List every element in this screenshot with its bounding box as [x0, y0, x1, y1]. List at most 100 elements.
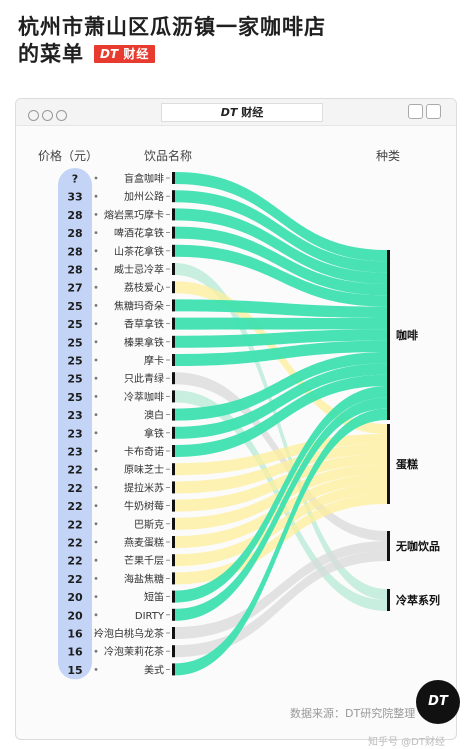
- flow-link: [175, 299, 387, 318]
- drink-name-label: 摩卡: [144, 354, 164, 367]
- flow-link: [175, 408, 387, 676]
- flow-link: [175, 454, 387, 512]
- flow-link: [175, 226, 387, 296]
- row-dot: [94, 413, 98, 416]
- row-dot: [94, 595, 98, 598]
- row-dot: [94, 213, 98, 216]
- price-label: 22: [67, 555, 82, 568]
- drink-node-bar: [172, 190, 175, 203]
- drink-name-label: 提拉米苏: [124, 481, 164, 494]
- drink-name-label: 美式: [144, 663, 164, 676]
- price-label: 22: [67, 464, 82, 477]
- drink-name-label: 荔枝爱心: [124, 281, 164, 294]
- flow-link: [175, 172, 387, 262]
- flow-link: [175, 484, 387, 567]
- flow-link: [175, 208, 387, 284]
- row-dot: [94, 668, 98, 671]
- window-dot-icon[interactable]: [42, 110, 53, 121]
- drink-name-label: 冷泡白桃乌龙茶: [94, 627, 164, 640]
- price-label: 23: [67, 409, 82, 422]
- price-label: 22: [67, 537, 82, 550]
- drink-name-label: 牛奶树莓: [124, 500, 164, 513]
- title-line-2: 的菜单 DT 财经: [18, 41, 458, 68]
- price-label: 25: [67, 318, 82, 331]
- row-dot: [94, 176, 98, 180]
- flow-link: [175, 374, 387, 457]
- price-label: 15: [67, 664, 82, 677]
- price-label: ?: [72, 173, 78, 186]
- price-label: 20: [67, 609, 83, 622]
- drink-node-bar: [172, 226, 175, 239]
- drink-name-label: 燕麦蛋糕: [124, 536, 164, 549]
- row-dot: [94, 558, 98, 562]
- drink-node-bar: [172, 627, 175, 639]
- drink-node-bar: [172, 572, 175, 585]
- row-dot: [94, 395, 98, 398]
- flow-link: [175, 352, 387, 421]
- drink-name-label: 盲盒咖啡: [124, 172, 164, 185]
- drink-node-bar: [172, 463, 175, 476]
- window-title-name: 财经: [241, 106, 264, 119]
- drink-node-bar: [172, 372, 175, 385]
- flow-link: [175, 551, 387, 658]
- price-label: 23: [67, 427, 82, 440]
- drink-node-bar: [172, 663, 175, 676]
- row-dot: [94, 431, 98, 435]
- window-copy-icon[interactable]: [426, 104, 441, 119]
- category-node-bar: [387, 589, 390, 611]
- drink-name-label: 香草拿铁: [124, 318, 164, 331]
- row-dot: [94, 649, 98, 653]
- category-label: 蛋糕: [396, 457, 418, 471]
- drink-node-bar: [172, 354, 175, 366]
- row-dot: [94, 285, 98, 289]
- row-dot: [94, 376, 98, 380]
- price-label: 22: [67, 573, 82, 586]
- price-label: 33: [67, 191, 82, 204]
- flow-link: [175, 397, 387, 621]
- price-label: 28: [67, 245, 82, 258]
- drink-node-bar: [172, 645, 175, 658]
- price-label: 28: [67, 264, 82, 277]
- category-label: 无咖饮品: [395, 539, 440, 553]
- drink-node-bar: [172, 608, 175, 621]
- drink-node-bar: [172, 536, 175, 548]
- drink-name-label: 山茶花拿铁: [114, 245, 164, 258]
- drink-name-label: 加州公路: [124, 190, 164, 203]
- drink-node-bar: [172, 426, 175, 439]
- row-dot: [94, 304, 98, 307]
- flow-link: [175, 340, 387, 366]
- price-label: 16: [67, 646, 83, 659]
- window-tab-icon[interactable]: [408, 104, 423, 119]
- drink-node-bar: [172, 299, 175, 312]
- drink-node-bar: [172, 390, 175, 403]
- price-bubble-column: [58, 168, 92, 680]
- dt-badge: DT 财经: [94, 45, 156, 63]
- drink-node-bar: [172, 263, 175, 275]
- price-label: 25: [67, 391, 82, 404]
- row-dot: [94, 267, 98, 271]
- source-note: 数据来源：DT研究院整理: [290, 707, 416, 720]
- drink-name-label: 威士忌冷萃: [114, 263, 164, 276]
- flow-link: [175, 244, 387, 307]
- window-dot-icon[interactable]: [28, 110, 39, 121]
- window-dots: [28, 106, 70, 125]
- watermark: 知乎号 @DT财经: [368, 737, 445, 748]
- price-label: 20: [67, 591, 83, 604]
- drink-name-label: 冷萃咖啡: [124, 390, 164, 403]
- window-dot-icon[interactable]: [56, 110, 67, 121]
- badge-name: 财经: [123, 47, 150, 61]
- window-toolbar: DT 财经: [16, 99, 456, 126]
- drink-node-bar: [172, 554, 175, 567]
- title-line-1: 杭州市萧山区瓜沥镇一家咖啡店: [18, 15, 326, 39]
- flow-link: [175, 541, 387, 639]
- price-label: 28: [67, 209, 82, 222]
- drink-name-label: 卡布奇诺: [124, 445, 164, 458]
- page-title: 杭州市萧山区瓜沥镇一家咖啡店 的菜单 DT 财经: [18, 14, 458, 68]
- flow-link: [175, 263, 387, 600]
- drink-node-bar: [172, 445, 175, 457]
- flow-link: [175, 363, 387, 439]
- drink-name-label: 原味芝士: [124, 463, 164, 476]
- drink-name-label: 芒果千层: [124, 554, 164, 567]
- category-node-bar: [387, 424, 390, 504]
- price-label: 25: [67, 373, 82, 386]
